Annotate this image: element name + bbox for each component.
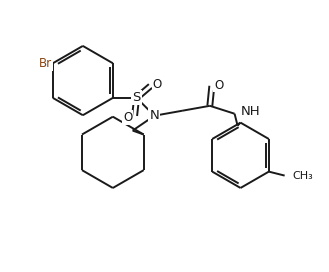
- Text: O: O: [153, 78, 162, 91]
- Text: S: S: [132, 91, 141, 104]
- Text: Br: Br: [39, 57, 52, 70]
- Text: CH₃: CH₃: [292, 171, 313, 181]
- Text: O: O: [123, 111, 132, 124]
- Text: O: O: [214, 79, 223, 91]
- Text: NH: NH: [240, 105, 260, 118]
- Text: N: N: [150, 109, 159, 122]
